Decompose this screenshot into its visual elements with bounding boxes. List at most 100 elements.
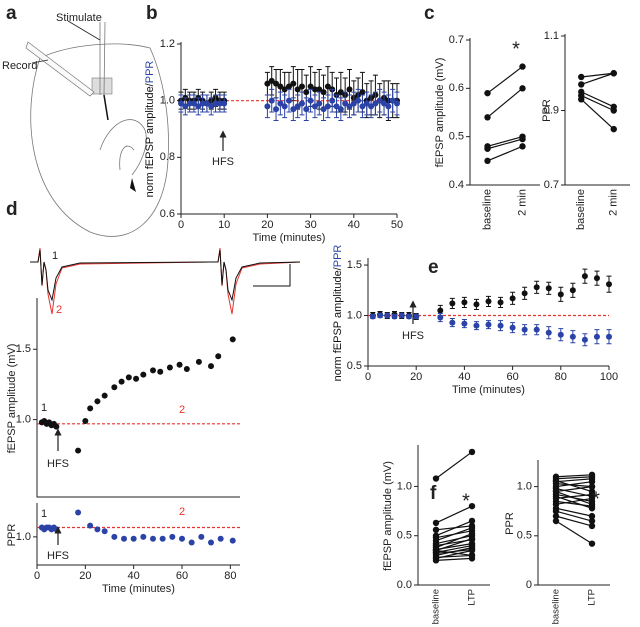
data-point [199,100,206,107]
y-axis-label-part: PPR [144,61,156,84]
data-point [468,530,476,537]
x-tick-label: LTP [587,589,598,606]
annotation: HFS [402,330,424,342]
x-tick-label: 80 [555,371,567,383]
pair-line [580,98,615,130]
y-tick-label: 1.0 [160,95,175,107]
pair-line [581,72,614,85]
data-point [394,100,400,107]
pair-line [555,478,593,483]
data-point [303,106,310,113]
data-point [316,86,323,93]
y-axis-label-part: norm fEPSP amplitude/ [144,82,156,197]
x-tick-label: 20 [261,219,273,231]
data-point [82,418,89,425]
pair-line [555,520,593,545]
y-tick-label: 0.6 [449,82,464,94]
data-point [277,83,284,90]
pair-line [555,510,593,522]
data-point [178,100,184,107]
x-tick-label: 2 min [608,189,620,216]
y-tick-label: 0 [526,579,532,591]
data-point [281,86,288,93]
data-point [183,365,190,372]
y-axis-label: PPR [541,99,553,122]
annotation: * [592,488,600,510]
data-point [121,535,127,542]
data-point [87,405,94,412]
data-point [268,77,275,84]
data-point [316,100,323,107]
data-point [273,106,280,113]
y-tick-label: 1.0 [517,481,532,493]
y-axis-label: PPR [504,512,516,535]
annotation: HFS [212,156,234,168]
pair-line [555,493,593,500]
data-point [75,509,82,516]
y-tick-label: 0.5 [449,131,464,143]
data-point [578,73,585,81]
data-point [130,535,137,542]
pair-line [555,497,593,505]
data-point [413,313,420,320]
pair-line [435,549,473,559]
data-point [569,287,576,294]
data-point [509,295,516,302]
data-point [468,552,476,559]
data-point [369,313,376,320]
data-point [588,517,596,525]
data-point [552,508,560,515]
data-point [485,321,492,328]
data-point [610,70,617,77]
data-point [588,483,596,490]
data-point [381,100,388,107]
data-point [385,103,392,110]
data-point [497,299,504,306]
data-point [519,143,526,150]
pair-line [435,535,473,545]
pair-line [555,476,593,480]
chart-panel: 0 0.5 1.0 PPR baseline LTP * [504,460,610,624]
y-axis-label: norm fEPSP amplitude/PPR [332,245,344,382]
data-point [468,524,476,532]
pair-line [580,91,615,108]
pair-line [555,483,593,488]
data-point [101,392,108,399]
data-point [298,100,305,107]
data-point [337,106,344,113]
data-point [311,86,318,93]
pair-line [555,486,593,493]
data-point [169,533,176,540]
trace-label: 2 [56,304,62,316]
data-point [545,329,552,336]
x-axis-label: Time (minutes) [102,583,175,595]
x-tick-label: 40 [458,371,470,383]
data-point [179,535,185,542]
data-point [461,299,468,306]
data-point [468,448,476,456]
data-point [182,103,189,110]
data-point [176,361,183,368]
data-point [581,336,588,343]
data-point [337,89,344,96]
data-point [497,322,504,329]
data-point [588,522,596,530]
annotation: 1 [41,402,47,414]
data-point [281,103,288,110]
data-point [355,97,362,104]
pair-line [555,481,593,488]
data-point [519,85,526,92]
data-point [111,384,118,391]
data-point [610,125,617,133]
data-point [157,368,164,375]
annotation: 1 [41,508,47,520]
y-axis-label-part: norm fEPSP amplitude/ [332,266,344,381]
data-point [588,478,596,485]
data-point [484,114,491,121]
data-point [229,537,236,544]
data-point [221,100,228,107]
pair-line [487,87,523,118]
pair-line [487,145,523,162]
data-point [521,326,528,333]
data-point [533,284,540,291]
